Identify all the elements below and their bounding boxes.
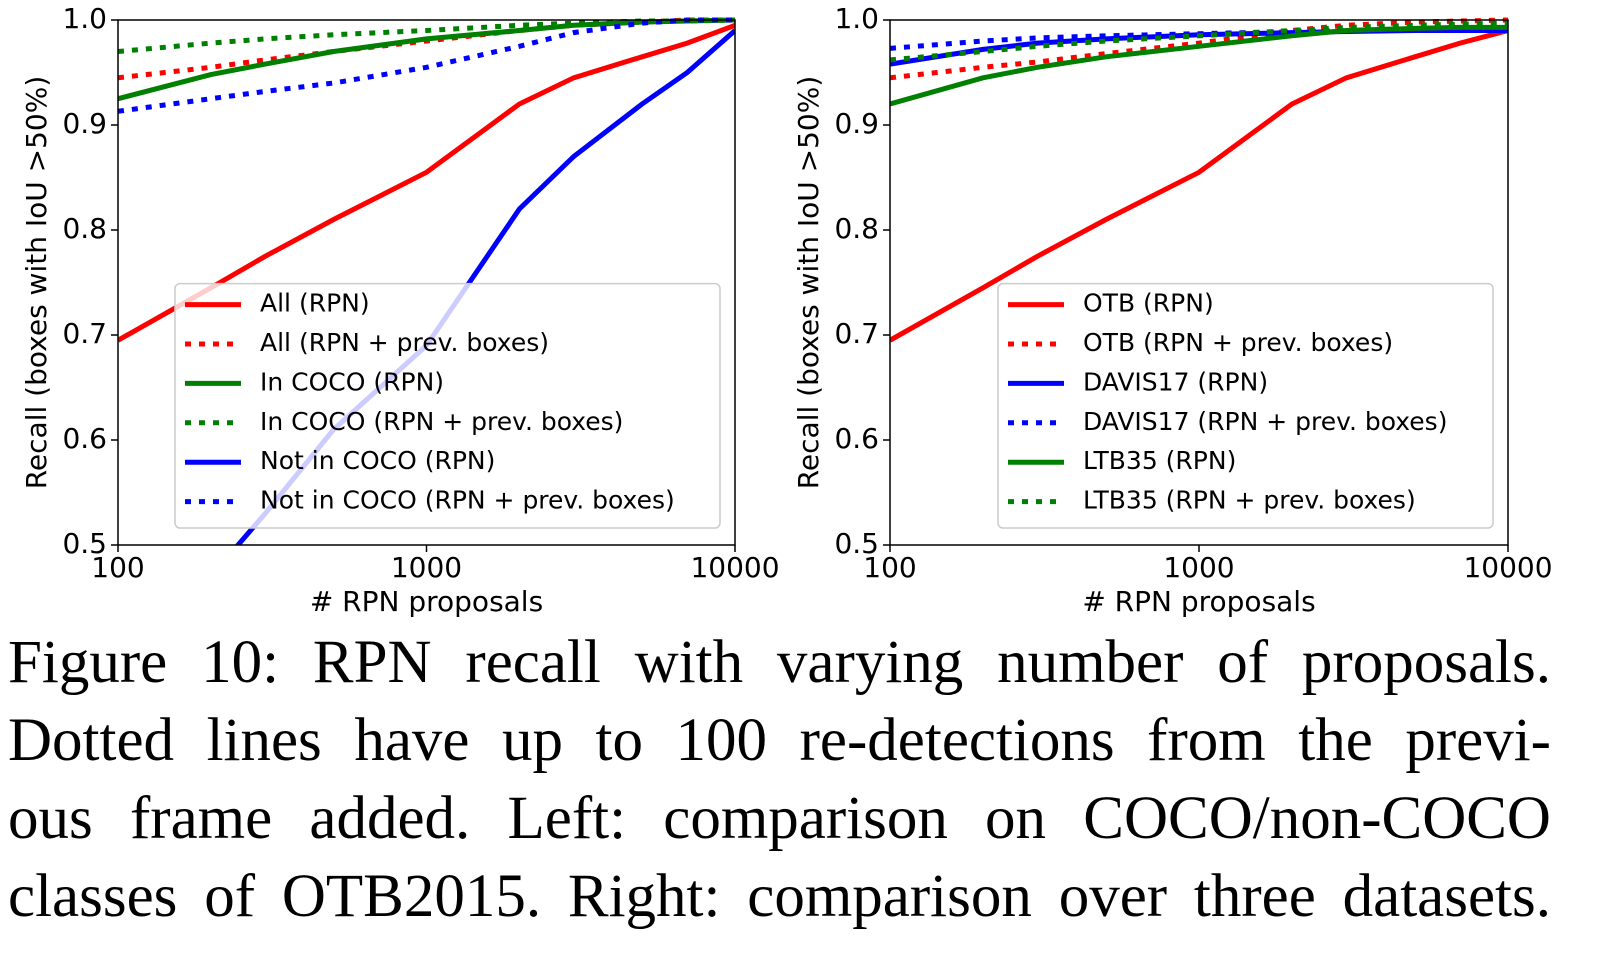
series-line (118, 22, 735, 343)
caption-line: Dotted lines have up to 100 re-detection… (8, 707, 1551, 774)
legend-label: DAVIS17 (RPN + prev. boxes) (1083, 407, 1447, 436)
caption-line: Figure 10: RPN recall with varying numbe… (8, 629, 1551, 696)
y-tick-label: 0.9 (62, 107, 107, 140)
legend-label: All (RPN) (260, 289, 370, 318)
y-tick-label: 1.0 (834, 2, 879, 35)
plot-lines (118, 17, 735, 545)
x-tick-label: 1000 (391, 551, 462, 584)
y-tick-label: 0.7 (62, 317, 107, 350)
x-axis-label: # RPN proposals (1082, 585, 1315, 618)
legend-label: LTB35 (RPN) (1083, 446, 1236, 475)
legend-label: Not in COCO (RPN) (260, 446, 495, 475)
legend-label: OTB (RPN + prev. boxes) (1083, 328, 1393, 357)
plot-frame (117, 19, 736, 546)
y-tick-label: 0.9 (834, 107, 879, 140)
figure: 0.5 0.6 0.7 0.8 0.9 1.0 100 1000 10000 # RPN prop… (20, 2, 1553, 618)
x-tick-label: 10000 (1463, 551, 1552, 584)
y-tick-label: 0.5 (62, 527, 107, 560)
legend-box (997, 282, 1494, 529)
series-line (890, 17, 1508, 81)
plot-frame (889, 19, 1509, 546)
legend-label: OTB (RPN) (1083, 289, 1214, 318)
y-tick-label: 0.6 (834, 422, 879, 455)
legend-label: Not in COCO (RPN + prev. boxes) (260, 486, 675, 515)
plot-lines (890, 17, 1508, 343)
caption-line: classes of OTB2015. Right: comparison ov… (8, 863, 1551, 930)
y-axis-label: Recall (boxes with IoU >50%) (792, 76, 825, 490)
legend-label: DAVIS17 (RPN) (1083, 367, 1268, 396)
x-tick-label: 10000 (690, 551, 779, 584)
y-axis-label: Recall (boxes with IoU >50%) (20, 76, 53, 490)
legend-label: In COCO (RPN + prev. boxes) (260, 407, 623, 436)
y-tick-label: 0.7 (834, 317, 879, 350)
legend-box (174, 282, 721, 529)
x-tick-label: 1000 (1163, 551, 1234, 584)
y-tick-label: 0.6 (62, 422, 107, 455)
series-line (118, 17, 735, 114)
y-tick-label: 0.8 (834, 212, 879, 245)
x-tick-label: 100 (91, 551, 144, 584)
caption-line: ous frame added. Left: comparison on COC… (8, 785, 1551, 852)
series-line (118, 17, 735, 54)
series-line (890, 28, 1508, 343)
y-tick-label: 0.8 (62, 212, 107, 245)
y-tick-label: 0.5 (834, 527, 879, 560)
x-tick-label: 100 (863, 551, 916, 584)
x-axis-label: # RPN proposals (310, 585, 543, 618)
legend-label: LTB35 (RPN + prev. boxes) (1083, 486, 1416, 515)
legend-label: In COCO (RPN) (260, 367, 444, 396)
series-line (890, 20, 1508, 63)
legend-label: All (RPN + prev. boxes) (260, 328, 549, 357)
y-tick-label: 1.0 (62, 2, 107, 35)
series-line (890, 24, 1508, 107)
